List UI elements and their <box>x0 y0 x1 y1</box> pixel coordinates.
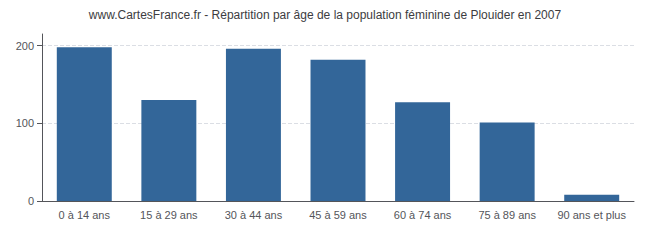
svg-text:30 à 44 ans: 30 à 44 ans <box>225 209 283 221</box>
svg-text:0: 0 <box>28 195 34 207</box>
svg-text:60 à 74 ans: 60 à 74 ans <box>394 209 452 221</box>
svg-text:0 à 14 ans: 0 à 14 ans <box>59 209 111 221</box>
svg-text:15 à 29 ans: 15 à 29 ans <box>140 209 198 221</box>
svg-text:www.CartesFrance.fr - Répartit: www.CartesFrance.fr - Répartition par âg… <box>88 8 562 22</box>
svg-text:45 à 59 ans: 45 à 59 ans <box>309 209 367 221</box>
svg-text:200: 200 <box>16 40 34 52</box>
svg-text:90 ans et plus: 90 ans et plus <box>557 209 626 221</box>
svg-text:100: 100 <box>16 117 34 129</box>
svg-text:75 à 89 ans: 75 à 89 ans <box>478 209 536 221</box>
